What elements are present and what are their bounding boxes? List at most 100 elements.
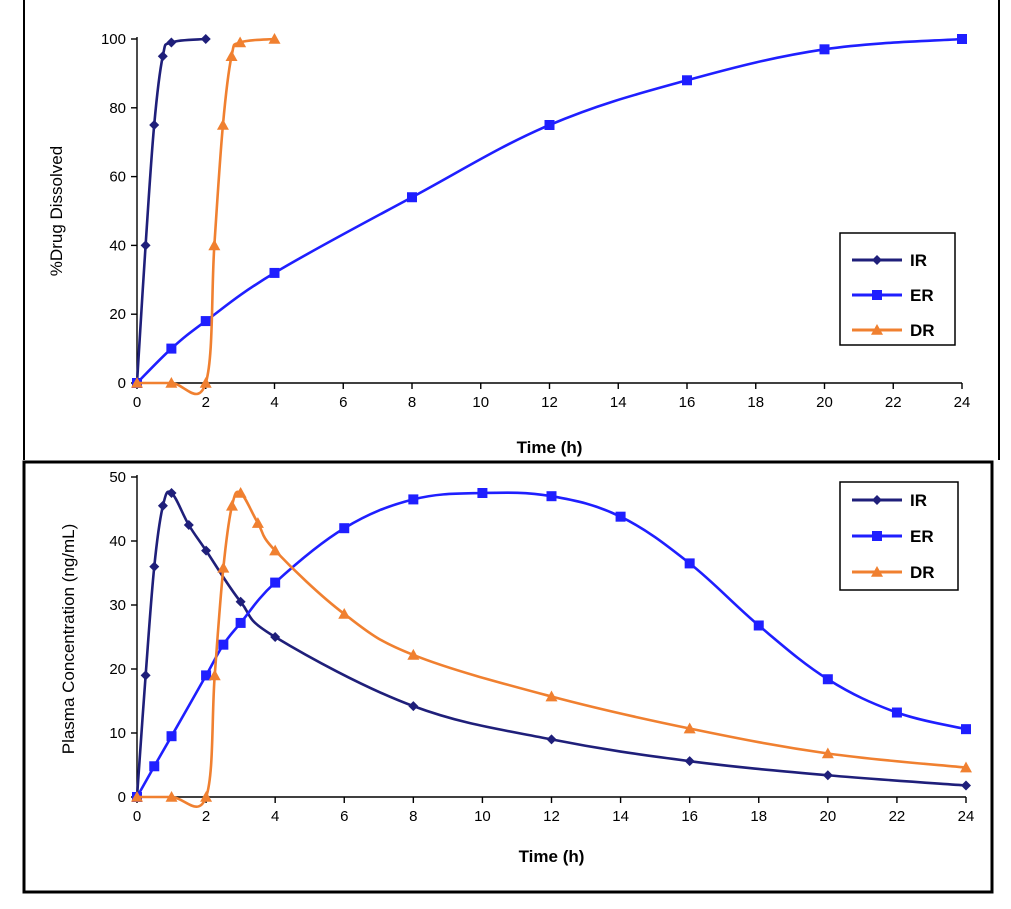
legend-marker-ir [872,255,882,265]
legend-label-ir: IR [910,491,927,510]
data-point-er [819,44,830,55]
data-point-dr [338,607,351,619]
x-tick-label: 4 [270,394,278,411]
legend-marker-dr [871,324,883,335]
data-point-dr [225,50,238,61]
data-point-er [339,523,350,534]
legend-marker-er [872,531,882,541]
x-tick-label: 0 [133,808,141,825]
data-point-ir [546,734,557,745]
data-point-er [408,494,419,505]
legend-marker-er [872,290,882,300]
data-point-dr [683,722,696,734]
x-tick-label: 12 [541,394,558,411]
data-point-er [235,617,246,628]
data-point-er [201,670,212,681]
x-tick-label: 4 [271,808,279,825]
x-tick-label: 2 [202,394,210,411]
x-tick-label: 14 [610,394,627,411]
data-point-dr [217,561,230,573]
y-tick-label: 30 [109,597,126,614]
data-point-dr [225,499,238,511]
legend-label-er: ER [910,286,934,305]
x-tick-label: 8 [409,808,417,825]
y-tick-label: 20 [109,661,126,678]
x-tick-label: 24 [958,808,975,825]
legend-label-ir: IR [910,251,927,270]
data-point-er [270,577,281,588]
data-point-er [957,34,967,44]
data-point-ir [149,120,160,130]
data-point-dr [200,791,213,802]
y-tick-label: 0 [118,375,126,392]
data-point-dr [199,377,212,388]
data-point-dr [268,33,281,44]
y-tick-label: 40 [109,237,126,254]
legend-marker-ir [872,495,882,505]
data-point-ir [201,545,212,556]
data-point-er [200,316,211,327]
series-line-dr [135,37,276,396]
legend [839,232,956,346]
x-tick-label: 16 [679,394,696,411]
x-tick-label: 10 [474,808,491,825]
y-tick-label: 100 [101,31,126,48]
y-tick-label: 60 [109,169,126,186]
data-point-dr [234,487,247,498]
data-point-dr [960,761,972,773]
legend-label-dr: DR [910,321,935,340]
x-tick-label: 22 [889,808,906,825]
x-tick-label: 18 [747,394,764,411]
data-point-er [218,639,229,650]
data-point-ir [140,670,151,681]
data-point-er [891,707,902,718]
series-line-er [135,37,964,385]
x-tick-label: 20 [819,808,836,825]
y-tick-label: 10 [109,725,126,742]
data-point-ir [157,51,168,62]
y-axis-title: Plasma Concentration (ng/mL) [59,524,78,755]
x-tick-label: 2 [202,808,210,825]
data-point-dr [545,690,558,702]
x-tick-label: 12 [543,808,560,825]
y-tick-label: 50 [109,469,126,486]
x-axis-title: Time (h) [517,438,583,457]
data-point-ir [200,34,211,44]
data-point-dr [208,669,221,681]
y-tick-label: 0 [118,789,126,806]
x-tick-label: 24 [954,394,971,411]
legend-label-dr: DR [910,563,935,582]
x-tick-label: 6 [340,808,348,825]
data-point-er [822,674,833,685]
data-point-er [544,120,555,130]
data-point-er [682,75,692,86]
x-tick-label: 22 [885,394,902,411]
data-point-dr [216,119,229,130]
data-point-ir [140,240,151,251]
x-tick-label: 16 [681,808,698,825]
data-point-dr [234,36,247,48]
data-point-ir [235,596,246,607]
y-tick-label: 80 [109,100,126,117]
data-point-dr [208,239,221,251]
data-point-ir [684,756,695,767]
data-point-dr [407,648,420,660]
data-point-ir [183,520,194,530]
legend-marker-dr [871,566,883,577]
data-point-er [166,343,177,354]
data-point-ir [149,561,160,572]
data-point-er [477,488,488,498]
x-tick-label: 18 [750,808,767,825]
x-tick-label: 8 [408,394,416,411]
x-tick-label: 20 [816,394,833,411]
data-point-ir [408,701,419,712]
data-point-ir [270,632,281,642]
data-point-er [269,267,280,278]
data-point-er [166,731,177,742]
data-point-er [961,724,971,735]
bottom-panel-frame [22,460,994,894]
data-point-er [149,761,160,772]
data-point-dr [165,377,178,388]
